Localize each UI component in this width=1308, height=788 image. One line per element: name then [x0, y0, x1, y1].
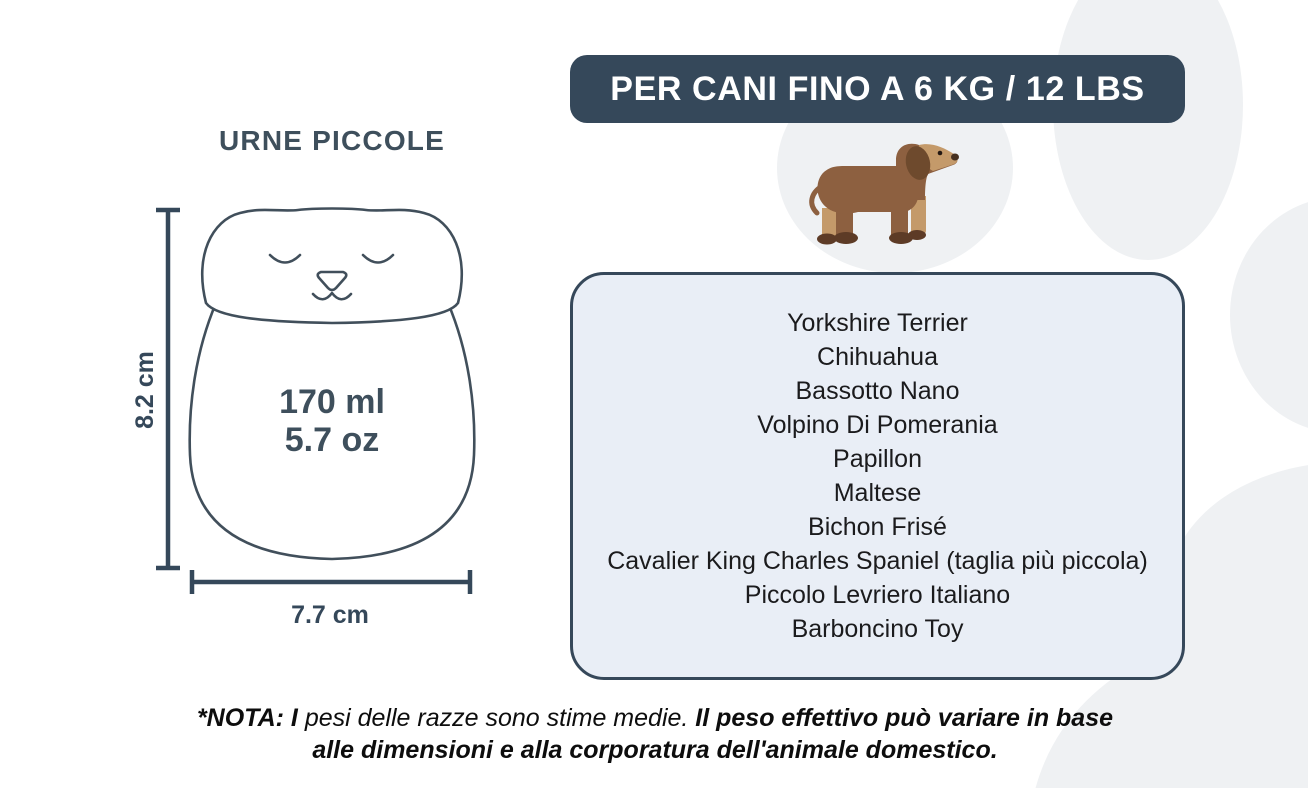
- footnote-regular-text: pesi delle razze sono stime medie.: [297, 704, 696, 732]
- urn-width-label: 7.7 cm: [291, 601, 369, 629]
- urn-capacity-oz: 5.7 oz: [284, 421, 380, 459]
- breed-list-item: Papillon: [833, 445, 922, 473]
- weight-class-banner: PER CANI FINO A 6 KG / 12 LBS: [570, 55, 1185, 123]
- breeds-list: Yorkshire Terrier Chihuahua Bassotto Nano V…: [607, 306, 1148, 646]
- footnote-line-1: *NOTA: I pesi delle razze sono stime med…: [150, 702, 1160, 734]
- breed-list-item: Piccolo Levriero Italiano: [744, 581, 1011, 609]
- breed-list-item: Cavalier King Charles Spaniel (taglia pi…: [607, 547, 1148, 575]
- footnote-bold-text-1: Il peso effettivo può variare in base: [695, 704, 1114, 732]
- footnote-line-2: alle dimensioni e alla corporatura dell'…: [150, 734, 1160, 766]
- breeds-list-box: Yorkshire Terrier Chihuahua Bassotto Nano V…: [570, 272, 1185, 680]
- breed-list-item: Bichon Frisé: [808, 513, 947, 541]
- weight-class-banner-label: PER CANI FINO A 6 KG / 12 LBS: [610, 69, 1145, 108]
- footnote-bold-text-2: alle dimensioni e alla corporatura dell'…: [312, 736, 998, 764]
- cat-urn-illustration-icon: [188, 207, 476, 561]
- footnote-bold-prefix: *NOTA: I: [196, 704, 298, 732]
- breed-list-item: Barboncino Toy: [791, 615, 964, 643]
- urn-height-label: 8.2 cm: [131, 351, 159, 429]
- vertical-dimension-line-icon: [156, 207, 180, 571]
- horizontal-dimension-line-icon: [189, 570, 473, 594]
- breed-list-item: Maltese: [833, 479, 922, 507]
- urn-section-title: URNE PICCOLE: [219, 125, 445, 156]
- dachshund-icon: [809, 143, 959, 245]
- urn-capacity-ml: 170 ml: [279, 383, 385, 421]
- breed-list-item: Bassotto Nano: [795, 377, 960, 405]
- breed-list-item: Volpino Di Pomerania: [757, 411, 998, 439]
- breed-list-item: Yorkshire Terrier: [787, 309, 968, 337]
- breed-list-item: Chihuahua: [817, 343, 938, 371]
- footnote: *NOTA: I pesi delle razze sono stime med…: [150, 702, 1160, 766]
- urn-capacity: 170 ml 5.7 oz: [182, 383, 482, 459]
